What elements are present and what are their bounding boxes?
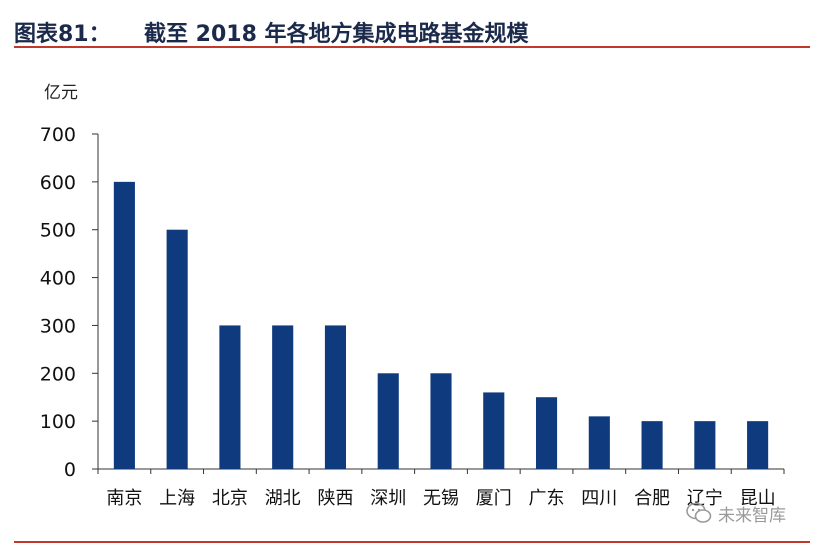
- figure-title: 截至 2018 年各地方集成电路基金规模: [144, 22, 529, 47]
- x-tick-label: 昆山: [740, 488, 776, 509]
- watermark: 未来智库: [686, 498, 786, 528]
- bar: [430, 373, 452, 469]
- y-tick-label: 200: [40, 363, 76, 385]
- bar: [694, 421, 716, 469]
- figure-label: 图表81：: [14, 22, 111, 47]
- bar: [641, 421, 663, 469]
- bar: [113, 181, 135, 469]
- y-axis: 0 100 200 300 400 500 600 700: [40, 124, 99, 481]
- x-axis: [97, 468, 785, 474]
- x-tick-label: 厦门: [476, 488, 512, 509]
- y-axis-label: 亿元: [44, 83, 78, 103]
- y-tick-label: 600: [40, 172, 76, 194]
- bar: [166, 229, 188, 469]
- bar: [219, 325, 241, 469]
- bar: [377, 373, 399, 469]
- x-tick-label: 四川: [581, 488, 617, 509]
- x-tick-label: 湖北: [265, 488, 301, 509]
- figure-title-bar: 图表81： 截至 2018 年各地方集成电路基金规模: [14, 14, 810, 47]
- bars: [113, 181, 769, 469]
- x-tick-label: 合肥: [634, 488, 670, 509]
- x-tick-label: 无锡: [423, 488, 459, 509]
- y-tick-label: 400: [40, 268, 76, 290]
- y-tick-label: 700: [40, 124, 76, 146]
- y-tick-label: 100: [40, 411, 76, 433]
- bar: [588, 416, 610, 469]
- y-tick-label: 0: [64, 459, 76, 481]
- bottom-rule: [14, 541, 810, 543]
- x-tick-label: 深圳: [370, 488, 406, 509]
- y-tick-label: 500: [40, 220, 76, 242]
- bar: [535, 397, 558, 469]
- wechat-icon: [686, 502, 712, 523]
- bar: [483, 392, 505, 469]
- y-tick-label: 300: [40, 315, 76, 337]
- bar: [324, 325, 347, 469]
- bar: [272, 325, 294, 469]
- bar: [747, 421, 769, 469]
- x-tick-label: 北京: [212, 488, 248, 509]
- watermark-text: 未来智库: [718, 505, 786, 526]
- x-tick-label: 广东: [529, 488, 565, 509]
- x-tick-label: 上海: [159, 488, 195, 509]
- x-tick-labels: 南京 上海 北京 湖北 陕西 深圳 无锡 厦门 广东 四川 合肥 辽宁 昆山: [106, 488, 775, 509]
- x-tick-label: 南京: [106, 488, 142, 509]
- x-tick-label: 陕西: [317, 488, 353, 509]
- top-rule: [14, 46, 810, 48]
